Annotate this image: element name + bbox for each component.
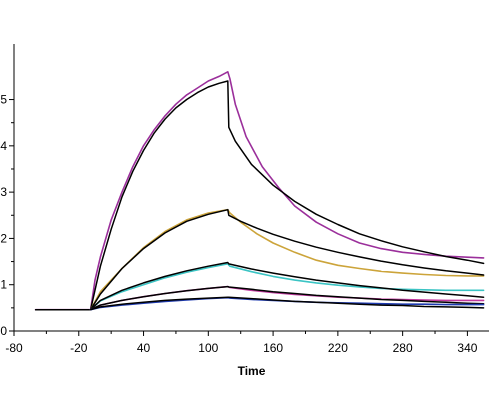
fit-line-5 xyxy=(89,261,485,311)
x-tick-label: 220 xyxy=(328,341,348,355)
x-tick-label: -20 xyxy=(70,341,88,355)
y-tick-label: 0.3 xyxy=(0,185,7,199)
axes: 0 0.1 0.2 0.3 0.4 0.5 -80 -20 40 100 160 220 280 340 xyxy=(0,44,489,355)
y-tick-label: 0 xyxy=(0,324,7,338)
y-tick-label: 0.5 xyxy=(0,93,7,107)
sensorgram-line-0 xyxy=(34,71,485,311)
x-tick-label: 160 xyxy=(263,341,283,355)
fit-line-7 xyxy=(89,285,485,311)
y-tick-label: 0.1 xyxy=(0,278,7,292)
x-axis-title: Time xyxy=(238,364,266,378)
x-tick-label: 40 xyxy=(137,341,151,355)
fit-line-3 xyxy=(89,208,485,311)
fit-line-9 xyxy=(89,296,485,311)
x-tick-label: -80 xyxy=(5,341,23,355)
sensorgram-line-4 xyxy=(89,263,485,311)
series-layer xyxy=(34,71,485,311)
y-tick-label: 0.4 xyxy=(0,139,7,153)
x-tick-label: 100 xyxy=(198,341,218,355)
x-tick-label: 340 xyxy=(457,341,477,355)
sensorgram-line-2 xyxy=(89,208,485,311)
fit-line-1 xyxy=(34,80,485,311)
x-tick-label: 280 xyxy=(393,341,413,355)
y-tick-label: 0.2 xyxy=(0,231,7,245)
